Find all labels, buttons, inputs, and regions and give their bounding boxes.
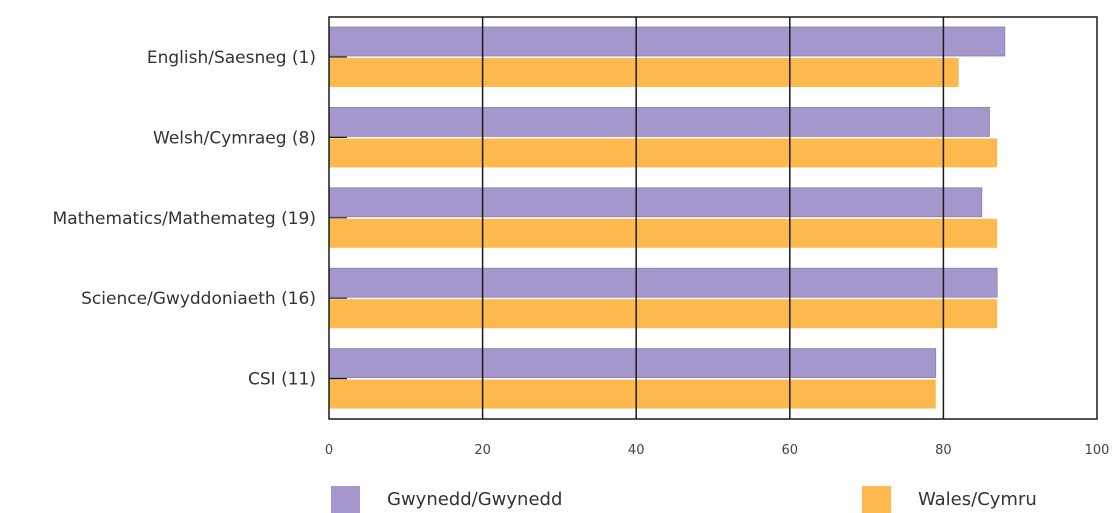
category-label-3: Science/Gwyddoniaeth (16) <box>81 289 316 309</box>
legend-swatch-1 <box>862 485 891 513</box>
bar-gwynedd-4 <box>328 348 937 379</box>
category-label-1: Welsh/Cymraeg (8) <box>153 128 316 148</box>
bar-gwynedd-3 <box>328 267 998 298</box>
bar-wales-1 <box>329 138 998 168</box>
bar-wales-0 <box>329 58 959 87</box>
category-label-2: Mathematics/Mathemateg (19) <box>53 209 316 229</box>
bar-gwynedd-2 <box>328 187 983 218</box>
bar-wales-3 <box>329 299 998 329</box>
bar-gwynedd-0 <box>328 26 1006 57</box>
x-tick-label-40: 40 <box>628 443 645 458</box>
category-label-4: CSI (11) <box>248 370 316 390</box>
x-tick-label-80: 80 <box>935 443 952 458</box>
category-labels: English/Saesneg (1) Welsh/Cymraeg (8) Math… <box>53 48 316 390</box>
x-tick-label-100: 100 <box>1085 443 1110 458</box>
bar-wales-2 <box>329 218 998 248</box>
gridlines-layer <box>329 17 945 419</box>
legend-label-0: Gwynedd/Gwynedd <box>387 488 563 510</box>
legend-swatch-0 <box>331 485 360 513</box>
bar-gwynedd-1 <box>328 107 990 137</box>
x-tick-label-20: 20 <box>474 443 491 458</box>
x-tick-label-60: 60 <box>782 443 799 458</box>
bar-wales-4 <box>329 379 936 409</box>
legend-item-1: Wales/Cymru <box>862 485 1037 513</box>
legend-item-0: Gwynedd/Gwynedd <box>331 485 562 513</box>
bars-layer <box>328 26 1006 409</box>
plot-frame <box>328 16 1098 420</box>
x-axis-tick-labels: 0 20 40 60 80 100 <box>325 443 1110 458</box>
category-label-0: English/Saesneg (1) <box>147 48 316 68</box>
legend-label-1: Wales/Cymru <box>918 488 1037 510</box>
x-tick-label-0: 0 <box>325 443 333 458</box>
bar-chart: English/Saesneg (1) Welsh/Cymraeg (8) Math… <box>53 16 1110 458</box>
